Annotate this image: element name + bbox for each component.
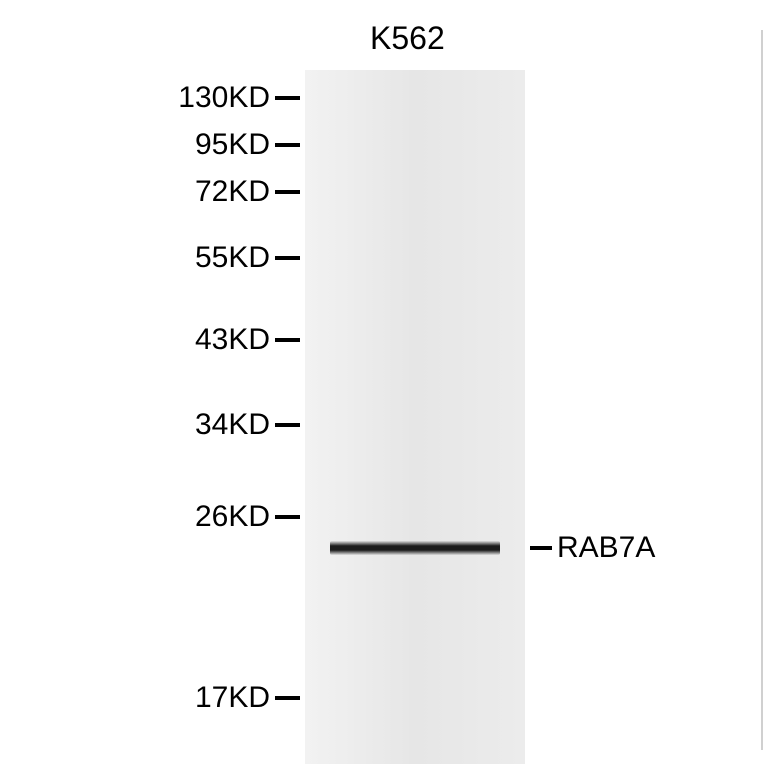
marker-tick [275,515,300,519]
band-tick [530,546,552,550]
marker-label: 26KD [195,500,270,534]
lane-header: K562 [370,20,445,57]
marker-label: 130KD [178,81,270,115]
marker-tick [275,143,300,147]
marker-label: 17KD [195,681,270,715]
marker-tick [275,696,300,700]
blot-lane-background [305,70,525,764]
marker-tick [275,190,300,194]
marker-tick [275,338,300,342]
protein-band-rab7a [330,541,500,555]
marker-tick [275,423,300,427]
marker-label: 43KD [195,323,270,357]
marker-label: 95KD [195,128,270,162]
marker-label: 55KD [195,241,270,275]
marker-label: 34KD [195,408,270,442]
marker-tick [275,256,300,260]
marker-label: 72KD [195,175,270,209]
marker-tick [275,96,300,100]
western-blot-figure: K562 130KD 95KD 72KD 55KD 43KD 34KD 26KD… [0,0,764,764]
figure-border-right [761,30,763,750]
band-label: RAB7A [557,531,655,565]
